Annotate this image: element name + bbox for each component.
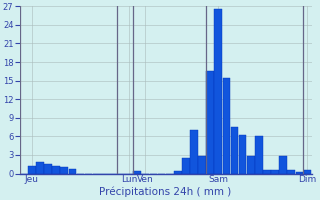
Bar [36,162,44,174]
Bar [214,9,222,174]
Bar [60,167,68,174]
Bar [231,127,238,174]
Bar [68,169,76,174]
Bar [206,71,214,174]
Bar [271,170,279,174]
Bar [222,78,230,174]
Bar [52,166,60,174]
Bar [263,170,271,174]
Bar [133,171,141,174]
Bar [287,170,295,174]
Bar [239,135,246,174]
Bar [279,156,287,174]
Bar [247,156,255,174]
Bar [174,171,182,174]
Bar [304,170,311,174]
Bar [255,136,263,174]
Bar [28,166,36,174]
X-axis label: Précipitations 24h ( mm ): Précipitations 24h ( mm ) [100,187,232,197]
Bar [296,172,303,174]
Bar [198,156,206,174]
Bar [44,164,52,174]
Bar [190,130,198,174]
Bar [182,158,190,174]
